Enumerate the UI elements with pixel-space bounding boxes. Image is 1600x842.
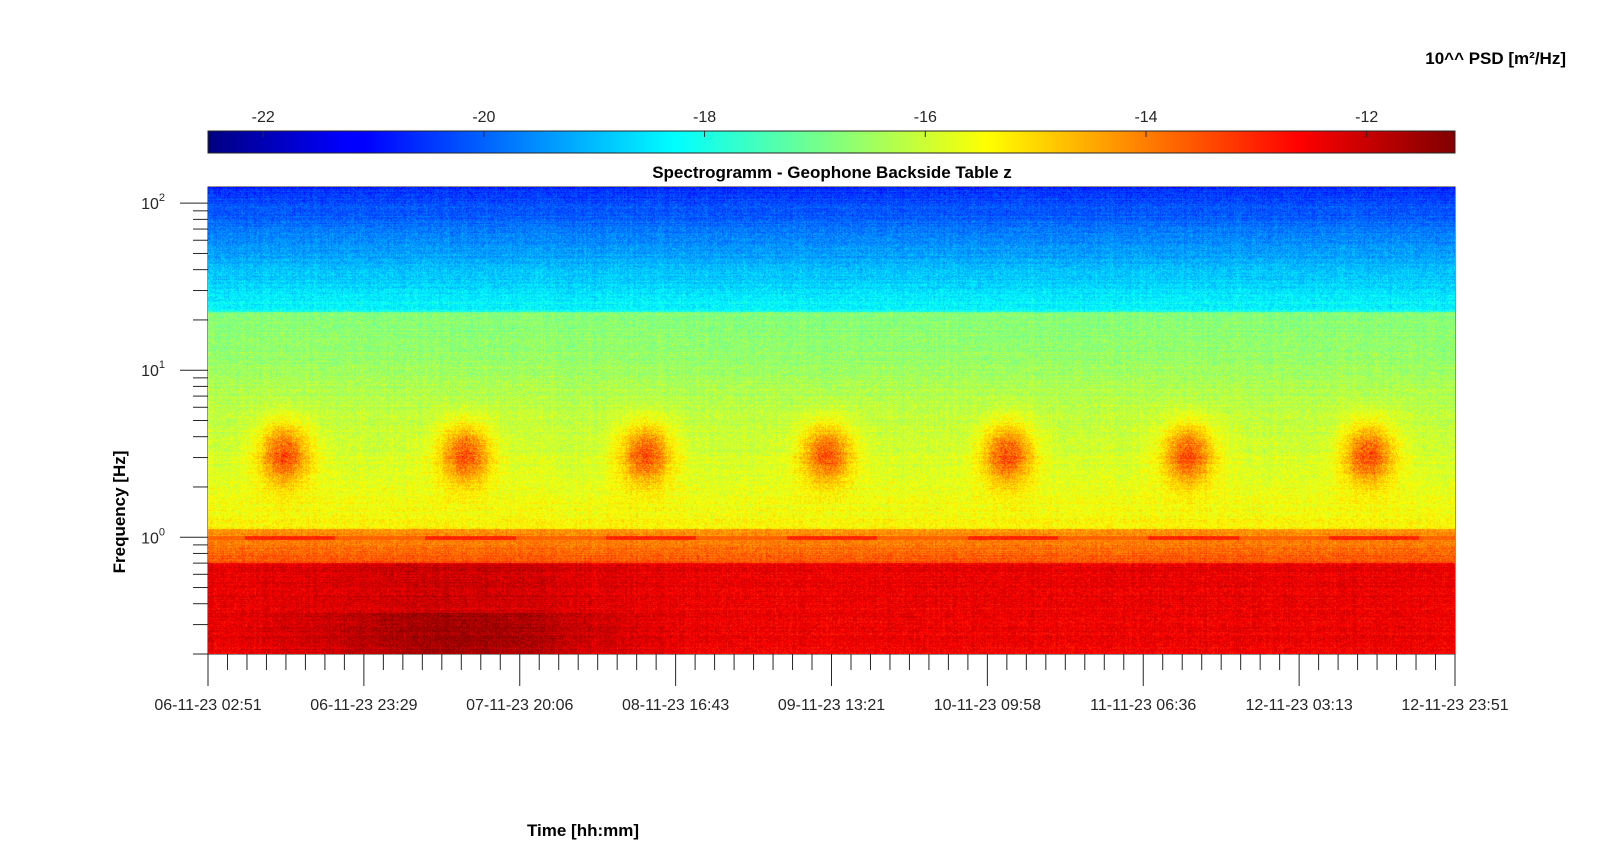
colorbar-label: 10^^ PSD [m²/Hz] bbox=[1425, 49, 1566, 68]
x-tick-label: 06-11-23 23:29 bbox=[310, 697, 417, 714]
x-tick-label: 06-11-23 02:51 bbox=[154, 697, 261, 714]
colorbar-tick-label: -18 bbox=[693, 109, 716, 126]
x-tick-label: 12-11-23 03:13 bbox=[1245, 697, 1352, 714]
x-tick-label: 07-11-23 20:06 bbox=[466, 697, 573, 714]
y-axis: 100 101 102 bbox=[141, 192, 208, 655]
colorbar-tick-label: -12 bbox=[1355, 109, 1378, 126]
x-tick-label: 11-11-23 06:36 bbox=[1090, 697, 1196, 714]
y-tick-label: 101 bbox=[141, 359, 165, 380]
colorbar-gradient bbox=[207, 130, 1456, 154]
colorbar-ticks: -22 -20 -18 -16 -14 -12 bbox=[252, 109, 1378, 137]
y-tick-label: 100 bbox=[141, 526, 165, 547]
colorbar-tick-label: -14 bbox=[1134, 109, 1157, 126]
x-tick-label: 12-11-23 23:51 bbox=[1401, 697, 1508, 714]
y-axis-label: Frequency [Hz] bbox=[110, 451, 129, 574]
y-tick-label: 102 bbox=[141, 192, 165, 213]
spectrogram-heatmap bbox=[208, 187, 1455, 654]
colorbar-tick-label: -20 bbox=[472, 109, 495, 126]
colorbar-tick-label: -22 bbox=[252, 109, 275, 126]
colorbar-tick-label: -16 bbox=[914, 109, 937, 126]
x-tick-label: 09-11-23 13:21 bbox=[778, 697, 885, 714]
x-axis-label: Time [hh:mm] bbox=[527, 821, 639, 840]
x-tick-label: 10-11-23 09:58 bbox=[934, 697, 1041, 714]
colorbar: -22 -20 -18 -16 -14 -12 bbox=[207, 109, 1456, 154]
x-axis: 06-11-23 02:51 06-11-23 23:29 07-11-23 20:… bbox=[154, 654, 1509, 714]
x-tick-label: 08-11-23 16:43 bbox=[622, 697, 729, 714]
chart-title: Spectrogramm - Geophone Backside Table z bbox=[652, 163, 1012, 182]
